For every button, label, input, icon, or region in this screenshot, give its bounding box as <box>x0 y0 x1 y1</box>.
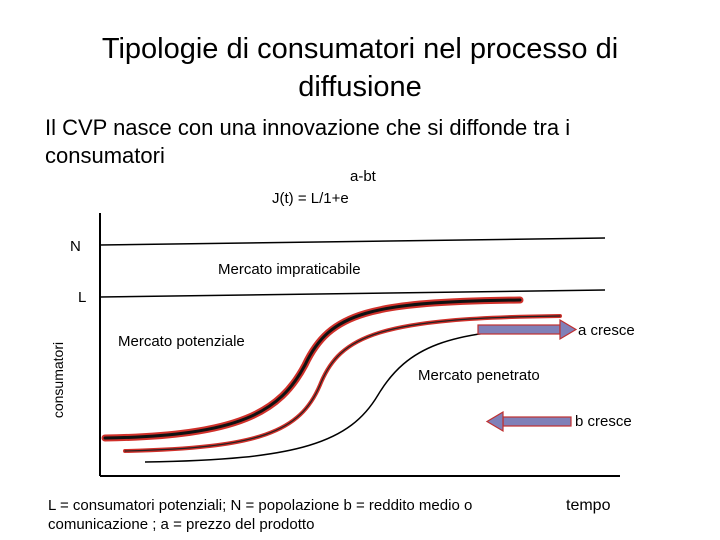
label-mercato-potenziale: Mercato potenziale <box>118 333 245 350</box>
label-n: N <box>70 238 81 255</box>
formula-equation: J(t) = L/1+e <box>272 190 349 207</box>
label-mercato-penetrato: Mercato penetrato <box>418 367 540 384</box>
y-axis-label: consumatori <box>50 341 66 419</box>
l-level-line <box>99 289 606 298</box>
slide-subtitle: Il CVP nasce con una innovazione che si … <box>45 115 571 168</box>
x-axis-label: tempo <box>566 497 611 514</box>
n-level-line <box>99 237 606 246</box>
slide-title: Tipologie di consumatori nel processo di… <box>101 33 619 103</box>
label-mercato-impraticabile: Mercato impraticabile <box>218 261 361 278</box>
label-b-cresce: b cresce <box>575 413 632 430</box>
diffusion-curve-middle-core <box>124 315 561 452</box>
diffusion-curve-upper-core <box>103 298 522 440</box>
label-a-cresce: a cresce <box>578 322 635 339</box>
arrow-b-cresce <box>485 410 572 433</box>
diffusion-curve-lower <box>144 327 551 463</box>
label-l: L <box>78 289 87 306</box>
legend-text: L = consumatori potenziali; N = popolazi… <box>48 497 473 533</box>
formula-exponent: a-bt <box>350 168 376 185</box>
arrow-a-cresce <box>477 318 578 341</box>
